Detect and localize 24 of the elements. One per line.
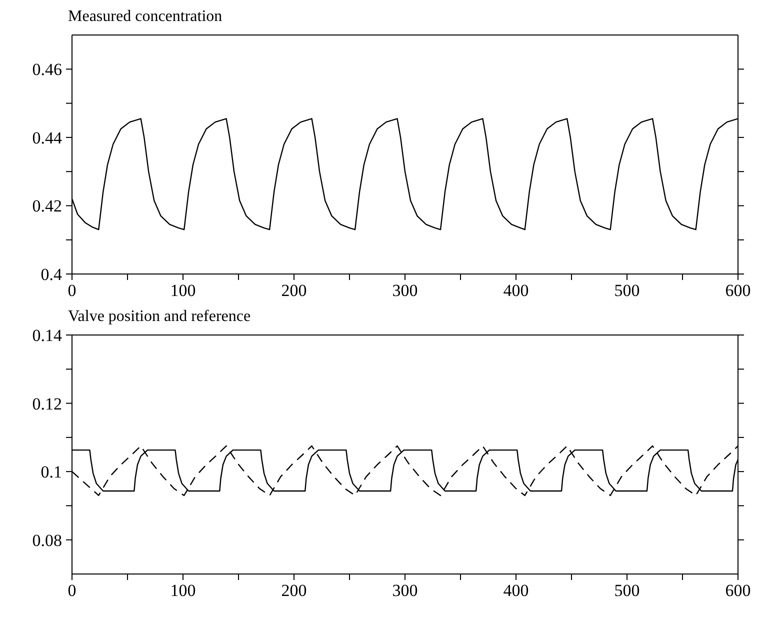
x-tick-label: 0 [68, 581, 76, 600]
y-tick-label: 0.46 [32, 60, 62, 80]
x-tick-label: 300 [392, 281, 418, 300]
x-tick-label: 400 [503, 581, 529, 600]
y-tick-label: 0.42 [32, 196, 62, 216]
x-tick-label: 0 [68, 281, 76, 300]
y-tick-label: 0.14 [32, 326, 62, 346]
y-tick-label: 0.44 [32, 128, 62, 148]
y-tick-label: 0.4 [40, 265, 62, 284]
x-tick-label: 500 [614, 281, 640, 300]
x-tick-label: 100 [170, 581, 196, 600]
x-tick-label: 500 [614, 581, 640, 600]
y-tick-label: 0.12 [32, 394, 62, 414]
x-tick-label: 600 [725, 281, 751, 300]
y-tick-label: 0.1 [40, 462, 62, 482]
x-tick-label: 100 [170, 281, 196, 300]
x-tick-label: 400 [503, 281, 529, 300]
chart-title: Valve position and reference [68, 308, 251, 326]
x-tick-label: 300 [392, 581, 418, 600]
x-tick-label: 200 [281, 581, 307, 600]
chart-title: Measured concentration [68, 8, 222, 26]
x-tick-label: 600 [725, 581, 751, 600]
x-tick-label: 200 [281, 281, 307, 300]
y-tick-label: 0.08 [32, 530, 62, 550]
